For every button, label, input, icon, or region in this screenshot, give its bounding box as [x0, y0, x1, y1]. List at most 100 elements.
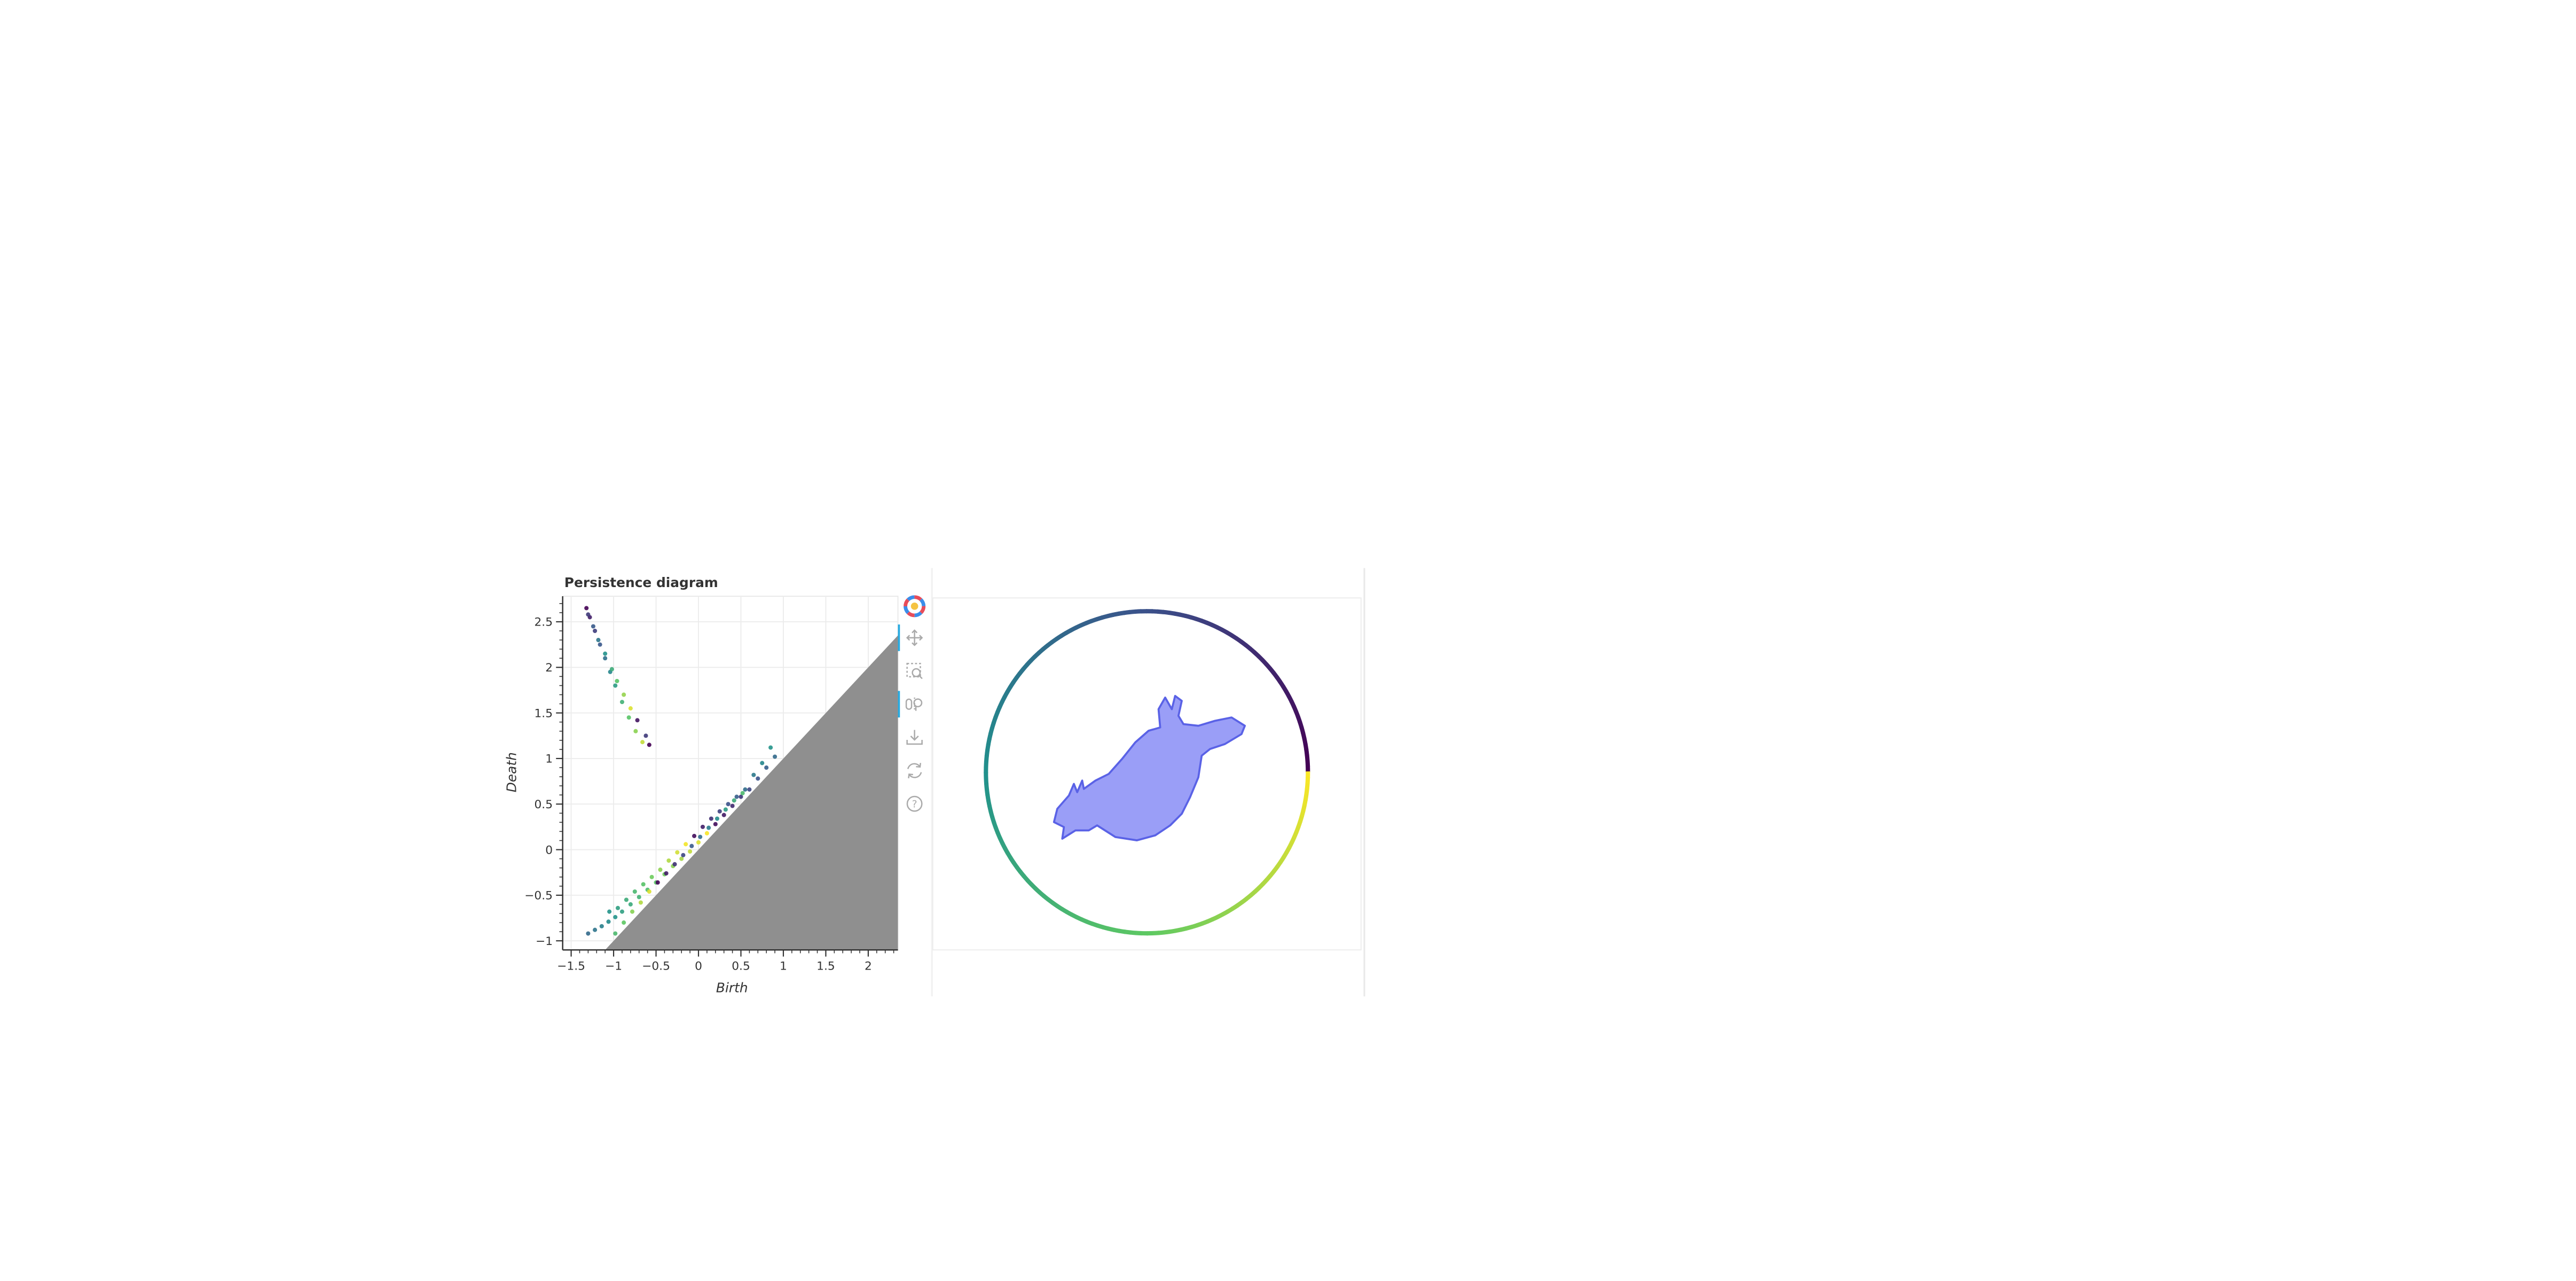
persistence-point[interactable] — [586, 931, 590, 935]
persistence-point[interactable] — [688, 849, 692, 854]
box-zoom-icon[interactable] — [907, 663, 922, 678]
persistence-point[interactable] — [640, 740, 645, 744]
persistence-point[interactable] — [773, 754, 777, 759]
persistence-point[interactable] — [764, 766, 768, 770]
persistence-point[interactable] — [616, 906, 620, 910]
persistence-point[interactable] — [591, 624, 595, 628]
persistence-point[interactable] — [650, 875, 654, 879]
persistence-point[interactable] — [756, 776, 760, 780]
persistence-point[interactable] — [684, 842, 688, 846]
persistence-point[interactable] — [731, 804, 735, 808]
persistence-point[interactable] — [722, 813, 726, 817]
persistence-point[interactable] — [741, 791, 745, 795]
help-icon[interactable]: ? — [907, 796, 922, 811]
persistence-point[interactable] — [751, 773, 756, 777]
persistence-point[interactable] — [633, 889, 637, 894]
persistence-point[interactable] — [743, 787, 747, 792]
x-tick-label: 0.5 — [732, 960, 750, 973]
persistence-point[interactable] — [613, 683, 617, 688]
persistence-point[interactable] — [629, 902, 633, 907]
persistence-point[interactable] — [672, 862, 677, 866]
persistence-point[interactable] — [613, 931, 617, 935]
persistence-point[interactable] — [637, 895, 641, 899]
persistence-point[interactable] — [633, 729, 638, 733]
persistence-point[interactable] — [664, 871, 669, 876]
persistence-point[interactable] — [675, 850, 679, 855]
ring-segment — [994, 717, 996, 723]
ring-segment — [1007, 687, 1010, 692]
persistence-point[interactable] — [647, 743, 651, 747]
persistence-point[interactable] — [603, 652, 607, 656]
ring-segment — [1174, 613, 1181, 614]
persistence-point[interactable] — [692, 834, 696, 838]
persistence-point[interactable] — [689, 844, 694, 848]
persistence-point[interactable] — [641, 882, 646, 886]
persistence-point[interactable] — [701, 825, 705, 829]
persistence-point[interactable] — [735, 795, 739, 799]
persistence-point[interactable] — [584, 606, 588, 610]
y-axis-label: Death — [504, 752, 520, 792]
persistence-point[interactable] — [598, 643, 602, 647]
persistence-point[interactable] — [666, 858, 671, 863]
persistence-point[interactable] — [596, 638, 600, 642]
persistence-point[interactable] — [760, 761, 764, 765]
persistence-point[interactable] — [681, 853, 685, 857]
ring-segment — [989, 806, 991, 812]
ring-segment — [1062, 909, 1067, 912]
reset-icon[interactable] — [908, 763, 921, 778]
persistence-point[interactable] — [607, 910, 611, 914]
ring-segment — [1305, 744, 1306, 750]
wheel-zoom-icon[interactable] — [906, 698, 922, 711]
ring-segment — [1135, 611, 1141, 612]
persistence-point[interactable] — [709, 816, 713, 821]
persistence-point[interactable] — [732, 798, 736, 802]
persistence-point[interactable] — [586, 612, 590, 616]
persistence-point[interactable] — [593, 629, 597, 633]
persistence-point[interactable] — [713, 822, 718, 826]
ring-segment — [1053, 903, 1058, 907]
persistence-point[interactable] — [705, 831, 709, 835]
persistence-point[interactable] — [658, 868, 662, 872]
ring-segment — [1307, 760, 1308, 767]
bokeh-logo-icon[interactable] — [906, 597, 924, 615]
persistence-point[interactable] — [593, 928, 597, 932]
persistence-point[interactable] — [622, 692, 626, 697]
pan-icon[interactable] — [907, 630, 922, 645]
persistence-point[interactable] — [718, 809, 722, 814]
persistence-point[interactable] — [706, 826, 711, 830]
ring-segment — [1000, 701, 1002, 707]
persistence-point[interactable] — [615, 679, 619, 683]
persistence-point[interactable] — [656, 880, 660, 885]
persistence-point[interactable] — [635, 718, 640, 722]
persistence-point[interactable] — [620, 700, 624, 704]
persistence-point[interactable] — [627, 715, 631, 720]
save-icon[interactable] — [907, 730, 922, 744]
ring-segment — [1197, 923, 1203, 925]
persistence-point[interactable] — [643, 733, 648, 738]
persistence-point[interactable] — [768, 745, 773, 749]
persistence-point[interactable] — [630, 910, 634, 914]
ring-segment — [1002, 697, 1004, 702]
persistence-point[interactable] — [600, 924, 604, 928]
persistence-point[interactable] — [726, 802, 731, 806]
persistence-point[interactable] — [603, 656, 607, 660]
persistence-point[interactable] — [696, 840, 701, 845]
persistence-point[interactable] — [622, 920, 626, 925]
persistence-point[interactable] — [613, 915, 617, 919]
persistence-point[interactable] — [647, 889, 651, 894]
persistence-point[interactable] — [620, 910, 624, 914]
persistence-point[interactable] — [629, 706, 633, 710]
persistence-point[interactable] — [747, 787, 751, 792]
persistence-point[interactable] — [610, 667, 614, 671]
ring-segment — [1190, 617, 1197, 619]
persistence-point[interactable] — [698, 835, 702, 839]
persistence-point[interactable] — [724, 807, 728, 811]
ring-segment — [1291, 701, 1294, 707]
ring-segment — [1163, 612, 1169, 613]
persistence-point[interactable] — [639, 900, 643, 904]
persistence-point[interactable] — [715, 816, 719, 821]
persistence-point[interactable] — [606, 919, 610, 924]
persistence-point[interactable] — [624, 897, 629, 902]
ring-segment — [1005, 848, 1008, 854]
ring-segment — [1186, 927, 1192, 928]
